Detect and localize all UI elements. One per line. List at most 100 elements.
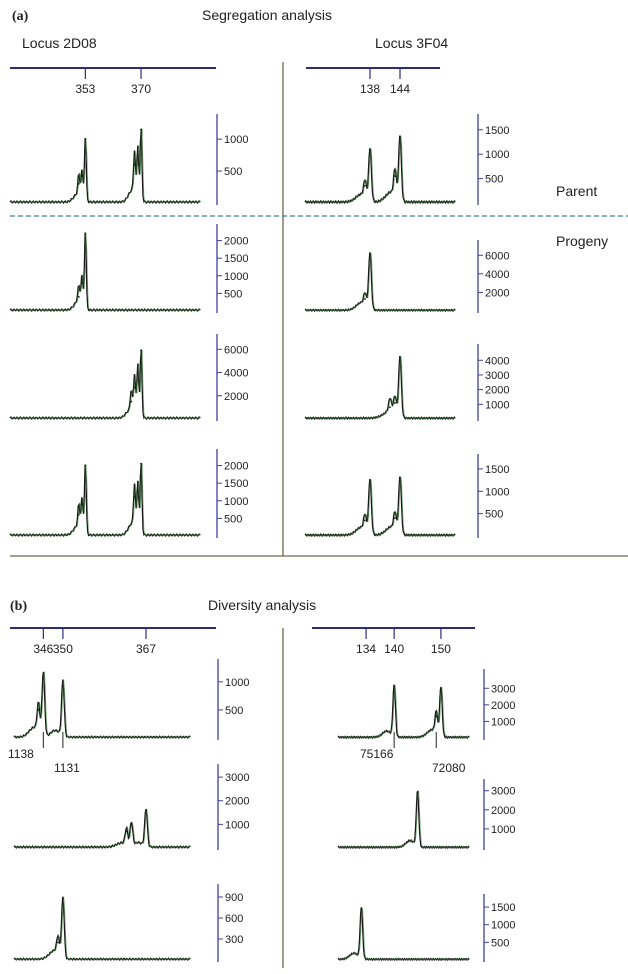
peak-area-annotation: 75166 <box>360 747 394 761</box>
peak-point <box>369 148 371 150</box>
peak-point <box>134 164 136 166</box>
locus-2d08-label: Locus 2D08 <box>22 35 97 51</box>
peak-point <box>81 503 83 505</box>
peak-point <box>81 282 83 284</box>
peak-point <box>81 175 83 177</box>
y-tick-label: 4000 <box>485 355 509 367</box>
peak-point <box>369 479 371 481</box>
peak-point <box>389 406 391 408</box>
trace-layer: 353 370 1000 500 138 144 1500 1000 500 2000 1500 10… <box>8 68 515 962</box>
trace-line <box>305 356 455 419</box>
y-tick-label: 2000 <box>491 700 515 712</box>
y-tick-label: 2000 <box>224 391 248 403</box>
peak-point <box>435 716 437 718</box>
y-tick-label: 2000 <box>485 385 509 397</box>
panel-b-title: Diversity analysis <box>208 597 316 613</box>
peak-point <box>134 496 136 498</box>
peak-point <box>399 136 401 138</box>
peak-point <box>137 372 139 374</box>
ruler-tick-label: 346 <box>33 642 53 656</box>
peak-point <box>62 681 64 683</box>
trace-line-shadow <box>11 463 201 536</box>
y-tick-label: 1500 <box>224 478 248 490</box>
peak-point <box>78 514 80 516</box>
peak-point <box>417 792 419 794</box>
ruler-tick-label: 140 <box>384 642 404 656</box>
peak-point <box>399 477 401 479</box>
y-tick-label: 3000 <box>485 370 509 382</box>
peak-point <box>78 296 80 298</box>
ruler-tick-label: 350 <box>53 642 73 656</box>
y-tick-label: 900 <box>225 892 243 904</box>
peak-point <box>84 233 86 235</box>
trace-line <box>10 129 200 203</box>
peak-point <box>145 809 147 811</box>
peak-point <box>78 183 80 185</box>
peak-point <box>137 489 139 491</box>
trace-line-shadow <box>306 136 456 203</box>
trace-line-shadow <box>339 791 470 848</box>
trace-line-shadow <box>306 253 456 312</box>
chart-a-2D08-progeny-3: 2000 1500 1000 500 <box>10 449 248 538</box>
y-tick-label: 3000 <box>491 786 515 798</box>
y-tick-label: 1500 <box>485 125 509 137</box>
trace-line-shadow <box>339 685 470 738</box>
y-tick-label: 1000 <box>225 819 249 831</box>
chart-a-3F04-parent: 138 144 1500 1000 500 <box>305 68 509 205</box>
y-tick-label: 1000 <box>224 496 248 508</box>
trace-line <box>14 672 190 738</box>
ruler-tick-label: 370 <box>131 82 151 96</box>
peak-point <box>360 908 362 910</box>
trace-line <box>10 463 200 536</box>
y-tick-label: 500 <box>225 705 243 717</box>
trace-line-shadow <box>15 897 191 960</box>
ruler-tick-label: 144 <box>390 82 410 96</box>
peak-point <box>84 138 86 140</box>
ruler-tick-label: 353 <box>75 82 95 96</box>
trace-line <box>305 477 455 536</box>
y-tick-label: 600 <box>225 913 243 925</box>
trace-line-shadow <box>11 233 201 312</box>
peak-point <box>134 387 136 389</box>
peak-point <box>130 823 132 825</box>
peak-point <box>57 942 59 944</box>
chart-b-3F04-1: 134 140 1503000200010007516672080 <box>312 628 515 775</box>
chart-a-3F04-progeny-1: 6000 4000 2000 <box>305 240 509 313</box>
peak-point <box>84 465 86 467</box>
trace-line-shadow <box>11 129 201 203</box>
peak-point <box>369 253 371 255</box>
peak-area-annotation: 72080 <box>432 761 466 775</box>
peak-point <box>399 356 401 358</box>
y-tick-label: 1000 <box>491 920 515 932</box>
ruler-tick-label: 138 <box>360 82 380 96</box>
trace-line <box>305 136 455 203</box>
y-tick-label: 2000 <box>485 287 509 299</box>
peak-point <box>364 298 366 300</box>
chart-a-2D08-progeny-1: 2000 1500 1000 500 <box>10 224 248 313</box>
trace-line <box>338 685 469 738</box>
peak-point <box>140 350 142 352</box>
peak-point <box>440 687 442 689</box>
chart-b-3F04-2: 300020001000 <box>338 779 515 850</box>
trace-line <box>305 253 455 312</box>
locus-3f04-label: Locus 3F04 <box>375 35 448 51</box>
peak-point <box>130 401 132 403</box>
chart-b-2D08-3: 900 600 300 <box>14 884 243 962</box>
y-tick-label: 4000 <box>224 368 248 380</box>
y-tick-label: 500 <box>224 166 242 178</box>
y-tick-label: 300 <box>225 934 243 946</box>
y-tick-label: 2000 <box>225 796 249 808</box>
y-tick-label: 3000 <box>491 683 515 695</box>
y-tick-label: 1000 <box>224 134 248 146</box>
trace-line <box>10 233 200 312</box>
progeny-label: Progeny <box>556 233 608 249</box>
peak-point <box>394 175 396 177</box>
peak-point <box>137 154 139 156</box>
chart-a-2D08-progeny-2: 6000 4000 2000 <box>10 334 248 421</box>
y-tick-label: 2000 <box>224 461 248 473</box>
trace-line-shadow <box>15 809 191 848</box>
trace-line <box>14 809 190 848</box>
frame-lines <box>10 62 628 968</box>
ruler-tick-label: 367 <box>136 642 156 656</box>
